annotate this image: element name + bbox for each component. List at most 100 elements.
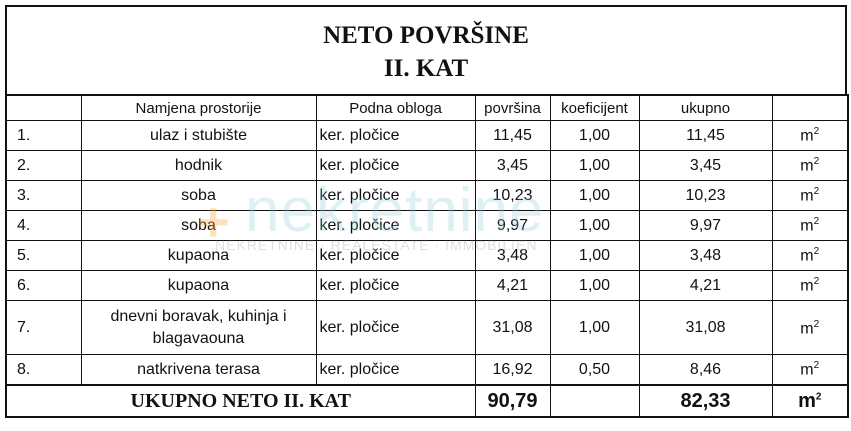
area-value: 3,45 — [474, 150, 551, 181]
room-purpose: ulaz i stubište — [80, 120, 317, 151]
unit-exponent: 2 — [813, 155, 820, 167]
total-row: UKUPNO NETO II. KAT 90,79 82,33 m2 — [5, 384, 849, 418]
room-purpose: kupaona — [80, 270, 317, 301]
unit-exponent: 2 — [813, 245, 820, 257]
floor-covering: ker. pločice — [315, 120, 476, 151]
total-value: 31,08 — [638, 300, 773, 355]
row-number: 5. — [5, 240, 82, 271]
row-number: 6. — [5, 270, 82, 301]
area-value: 9,97 — [474, 210, 551, 241]
header-cell: površina — [474, 94, 551, 121]
floor-covering: ker. pločice — [315, 180, 476, 211]
total-area: 90,79 — [474, 384, 551, 418]
unit-exponent: 2 — [813, 319, 820, 331]
floor-covering: ker. pločice — [315, 354, 476, 386]
coefficient-value: 1,00 — [549, 300, 640, 355]
header-cell: koeficijent — [549, 94, 640, 121]
header-cell: ukupno — [638, 94, 773, 121]
unit: m — [800, 127, 814, 145]
unit-exponent: 2 — [813, 359, 820, 371]
room-purpose: kupaona — [80, 240, 317, 271]
row-number: 8. — [5, 354, 82, 386]
area-table-document: NETO POVRŠINE II. KAT Namjena prostorije… — [5, 5, 849, 418]
row-number: 3. — [5, 180, 82, 211]
total-label: UKUPNO NETO II. KAT — [5, 384, 476, 418]
total-value: 4,21 — [638, 270, 773, 301]
unit-exponent: 2 — [813, 125, 820, 137]
unit-cell: m2 — [771, 120, 849, 151]
unit-exponent: 2 — [815, 390, 822, 402]
room-purpose: hodnik — [80, 150, 317, 181]
unit: m — [800, 157, 814, 175]
table-row: 3. soba ker. pločice 10,23 1,00 10,23 m2 — [5, 180, 849, 211]
area-value: 10,23 — [474, 180, 551, 211]
table-row: 2. hodnik ker. pločice 3,45 1,00 3,45 m2 — [5, 150, 849, 181]
area-value: 31,08 — [474, 300, 551, 355]
header-row: Namjena prostorije Podna obloga površina… — [5, 94, 849, 121]
row-number: 2. — [5, 150, 82, 181]
room-purpose: soba — [80, 180, 317, 211]
area-value: 16,92 — [474, 354, 551, 386]
unit: m — [800, 320, 814, 338]
table-row: 5. kupaona ker. pločice 3,48 1,00 3,48 m2 — [5, 240, 849, 271]
area-value: 11,45 — [474, 120, 551, 151]
row-number: 1. — [5, 120, 82, 151]
header-cell — [771, 94, 849, 121]
room-purpose: dnevni boravak, kuhinja i blagavaouna — [80, 300, 317, 355]
unit-exponent: 2 — [813, 215, 820, 227]
total-value: 9,97 — [638, 210, 773, 241]
floor-covering: ker. pločice — [315, 240, 476, 271]
header-cell: Namjena prostorije — [80, 94, 317, 121]
table-title: NETO POVRŠINE II. KAT — [5, 5, 847, 94]
area-value: 4,21 — [474, 270, 551, 301]
row-number: 7. — [5, 300, 82, 355]
total-value: 11,45 — [638, 120, 773, 151]
unit-cell: m2 — [771, 354, 849, 386]
unit: m — [800, 247, 814, 265]
coefficient-value: 1,00 — [549, 120, 640, 151]
table-row: 7. dnevni boravak, kuhinja i blagavaouna k… — [5, 300, 849, 355]
unit: m — [800, 361, 814, 379]
floor-covering: ker. pločice — [315, 300, 476, 355]
table-row: 4. soba ker. pločice 9,97 1,00 9,97 m2 — [5, 210, 849, 241]
title-line-1: NETO POVRŠINE — [323, 22, 529, 49]
floor-covering: ker. pločice — [315, 150, 476, 181]
unit-cell: m2 — [771, 300, 849, 355]
row-number: 4. — [5, 210, 82, 241]
unit-cell: m2 — [771, 210, 849, 241]
header-cell — [5, 94, 82, 121]
unit: m — [800, 187, 814, 205]
unit: m — [800, 217, 814, 235]
title-line-2: II. KAT — [383, 55, 469, 82]
total-value: 10,23 — [638, 180, 773, 211]
coefficient-value: 1,00 — [549, 240, 640, 271]
total-value: 8,46 — [638, 354, 773, 386]
unit-cell: m2 — [771, 240, 849, 271]
coefficient-value: 1,00 — [549, 270, 640, 301]
total-net: 82,33 — [638, 384, 773, 418]
coefficient-value: 0,50 — [549, 354, 640, 386]
floor-covering: ker. pločice — [315, 210, 476, 241]
total-value: 3,45 — [638, 150, 773, 181]
unit-exponent: 2 — [813, 275, 820, 287]
table-row: 6. kupaona ker. pločice 4,21 1,00 4,21 m2 — [5, 270, 849, 301]
table-row: 1. ulaz i stubište ker. pločice 11,45 1,00 11… — [5, 120, 849, 151]
room-purpose: soba — [80, 210, 317, 241]
header-cell: Podna obloga — [315, 94, 476, 121]
unit-cell: m2 — [771, 180, 849, 211]
table-row: 8. natkrivena terasa ker. pločice 16,92 0,50… — [5, 354, 849, 386]
total-value: 3,48 — [638, 240, 773, 271]
coefficient-value: 1,00 — [549, 180, 640, 211]
coefficient-value: 1,00 — [549, 210, 640, 241]
unit-cell: m2 — [771, 384, 849, 418]
unit-cell: m2 — [771, 270, 849, 301]
unit-exponent: 2 — [813, 185, 820, 197]
unit: m — [798, 389, 816, 412]
unit-cell: m2 — [771, 150, 849, 181]
room-purpose: natkrivena terasa — [80, 354, 317, 386]
area-table: Namjena prostorije Podna obloga površina… — [5, 94, 849, 418]
coefficient-value: 1,00 — [549, 150, 640, 181]
unit: m — [800, 277, 814, 295]
area-value: 3,48 — [474, 240, 551, 271]
floor-covering: ker. pločice — [315, 270, 476, 301]
